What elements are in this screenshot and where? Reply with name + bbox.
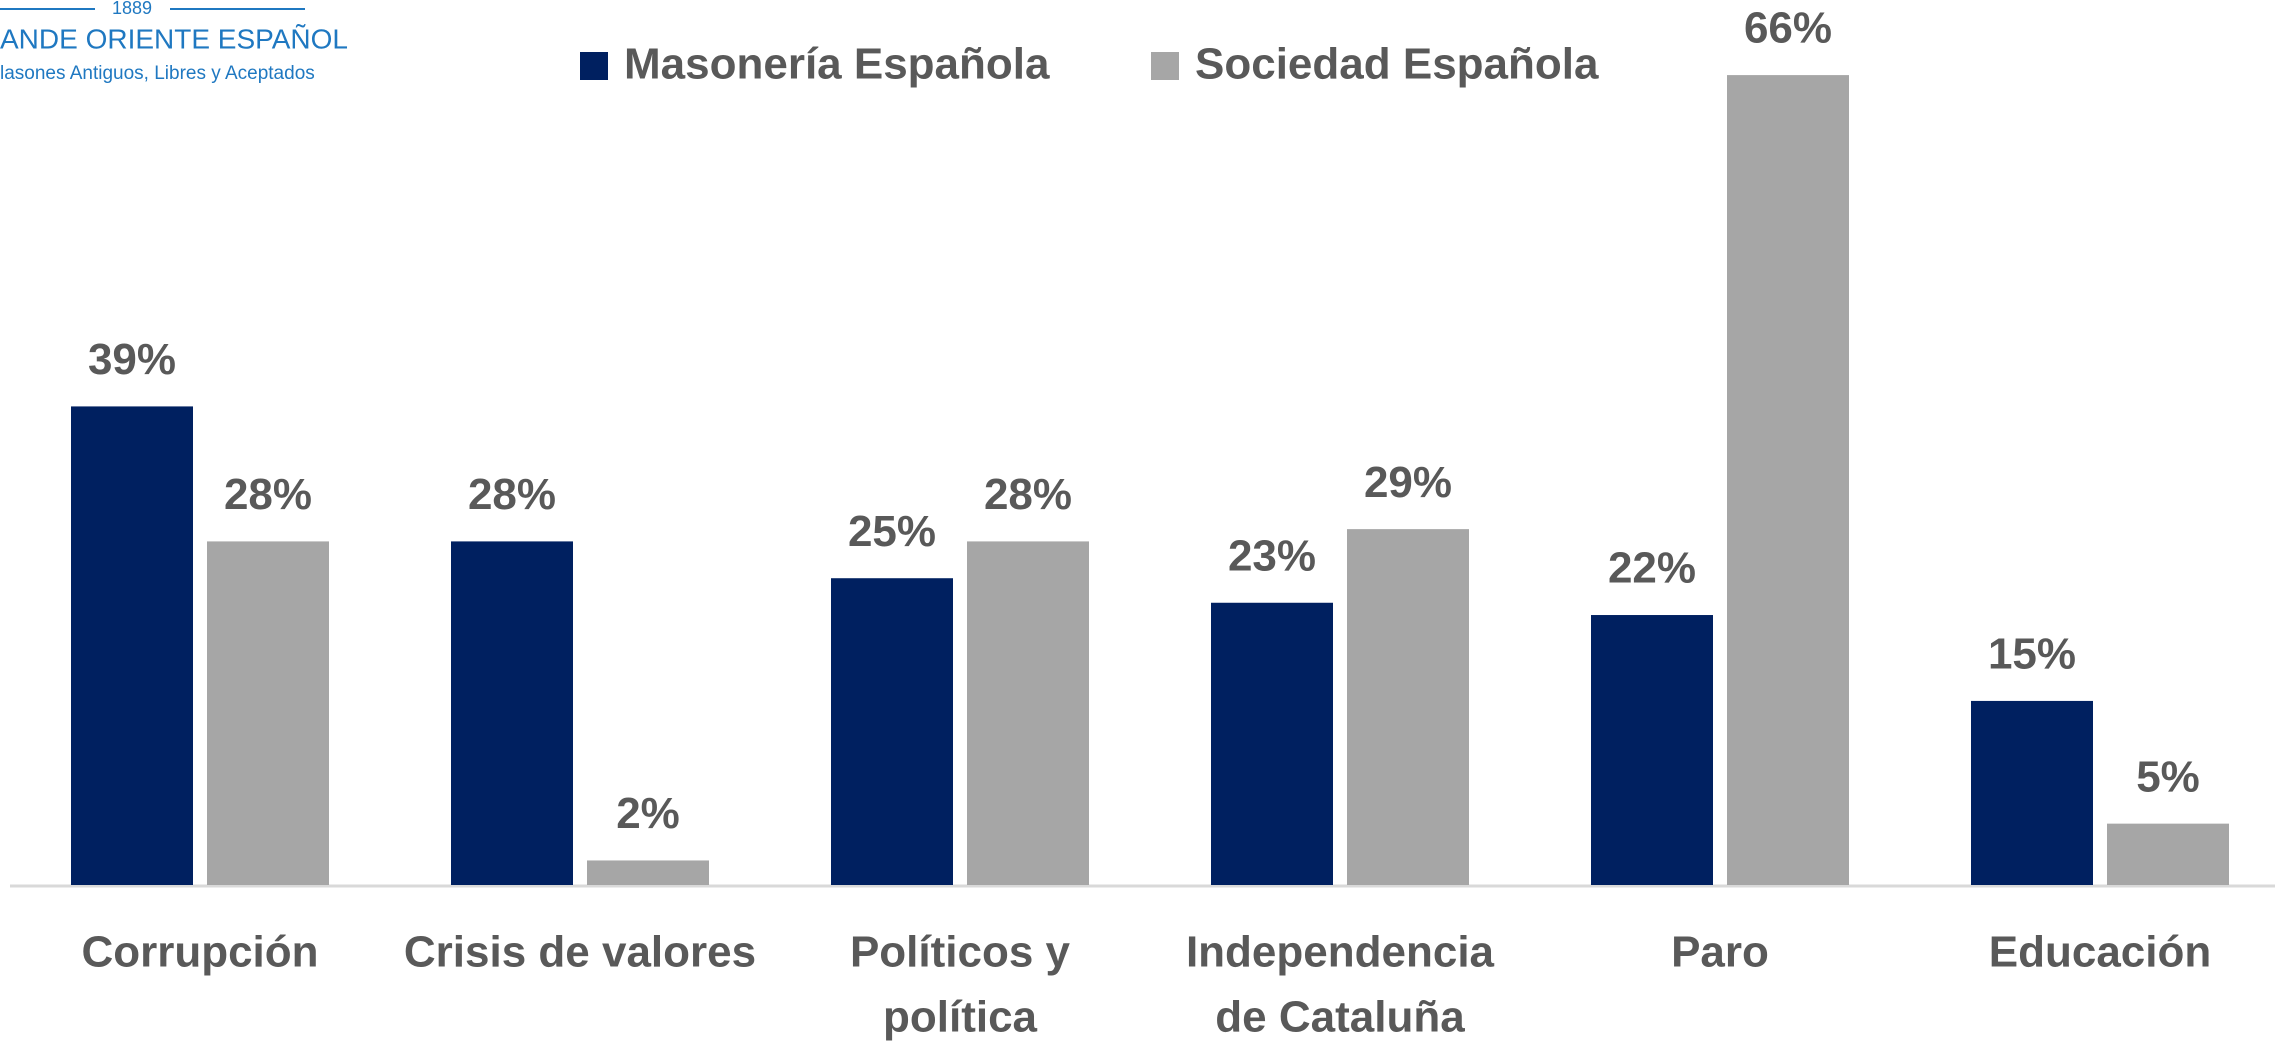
- bar: [831, 578, 953, 885]
- legend-label: Masonería Española: [624, 40, 1050, 89]
- x-tick-label: Crisis de valores: [404, 928, 756, 977]
- data-label: 39%: [88, 335, 176, 384]
- bar: [1591, 615, 1713, 885]
- bar: [1211, 602, 1333, 885]
- data-label: 28%: [224, 470, 312, 519]
- data-label: 23%: [1228, 531, 1316, 580]
- bar: [967, 541, 1089, 885]
- bar: [207, 541, 329, 885]
- data-label: 29%: [1364, 458, 1452, 507]
- legend-swatch: [1151, 52, 1179, 80]
- x-tick-label: política: [883, 993, 1038, 1042]
- bar: [451, 541, 573, 885]
- data-label: 22%: [1608, 544, 1696, 593]
- bar: [1971, 700, 2093, 885]
- data-label: 66%: [1744, 4, 1832, 53]
- x-tick-label: Educación: [1989, 928, 2212, 977]
- data-label: 15%: [1988, 630, 2076, 679]
- data-label: 28%: [468, 470, 556, 519]
- bar: [1347, 529, 1469, 885]
- bar: [71, 406, 193, 885]
- legend-label: Sociedad Española: [1195, 40, 1599, 89]
- legend-swatch: [580, 52, 608, 80]
- bar: [1727, 75, 1849, 886]
- x-tick-label: Políticos y: [850, 928, 1071, 977]
- logo-motto: lasones Antiguos, Libres y Aceptados: [0, 63, 315, 84]
- data-label: 5%: [2136, 752, 2200, 801]
- logo-name: ANDE ORIENTE ESPAÑOL: [0, 23, 348, 54]
- bar: [587, 860, 709, 885]
- x-tick-label: Corrupción: [81, 928, 318, 977]
- x-tick-label: Independencia: [1186, 928, 1495, 977]
- data-label: 28%: [984, 470, 1072, 519]
- data-label: 25%: [848, 507, 936, 556]
- x-tick-label: de Cataluña: [1215, 993, 1465, 1042]
- data-label: 2%: [616, 789, 680, 838]
- x-tick-label: Paro: [1671, 928, 1769, 977]
- logo-year: 1889: [112, 0, 152, 18]
- bar: [2107, 823, 2229, 885]
